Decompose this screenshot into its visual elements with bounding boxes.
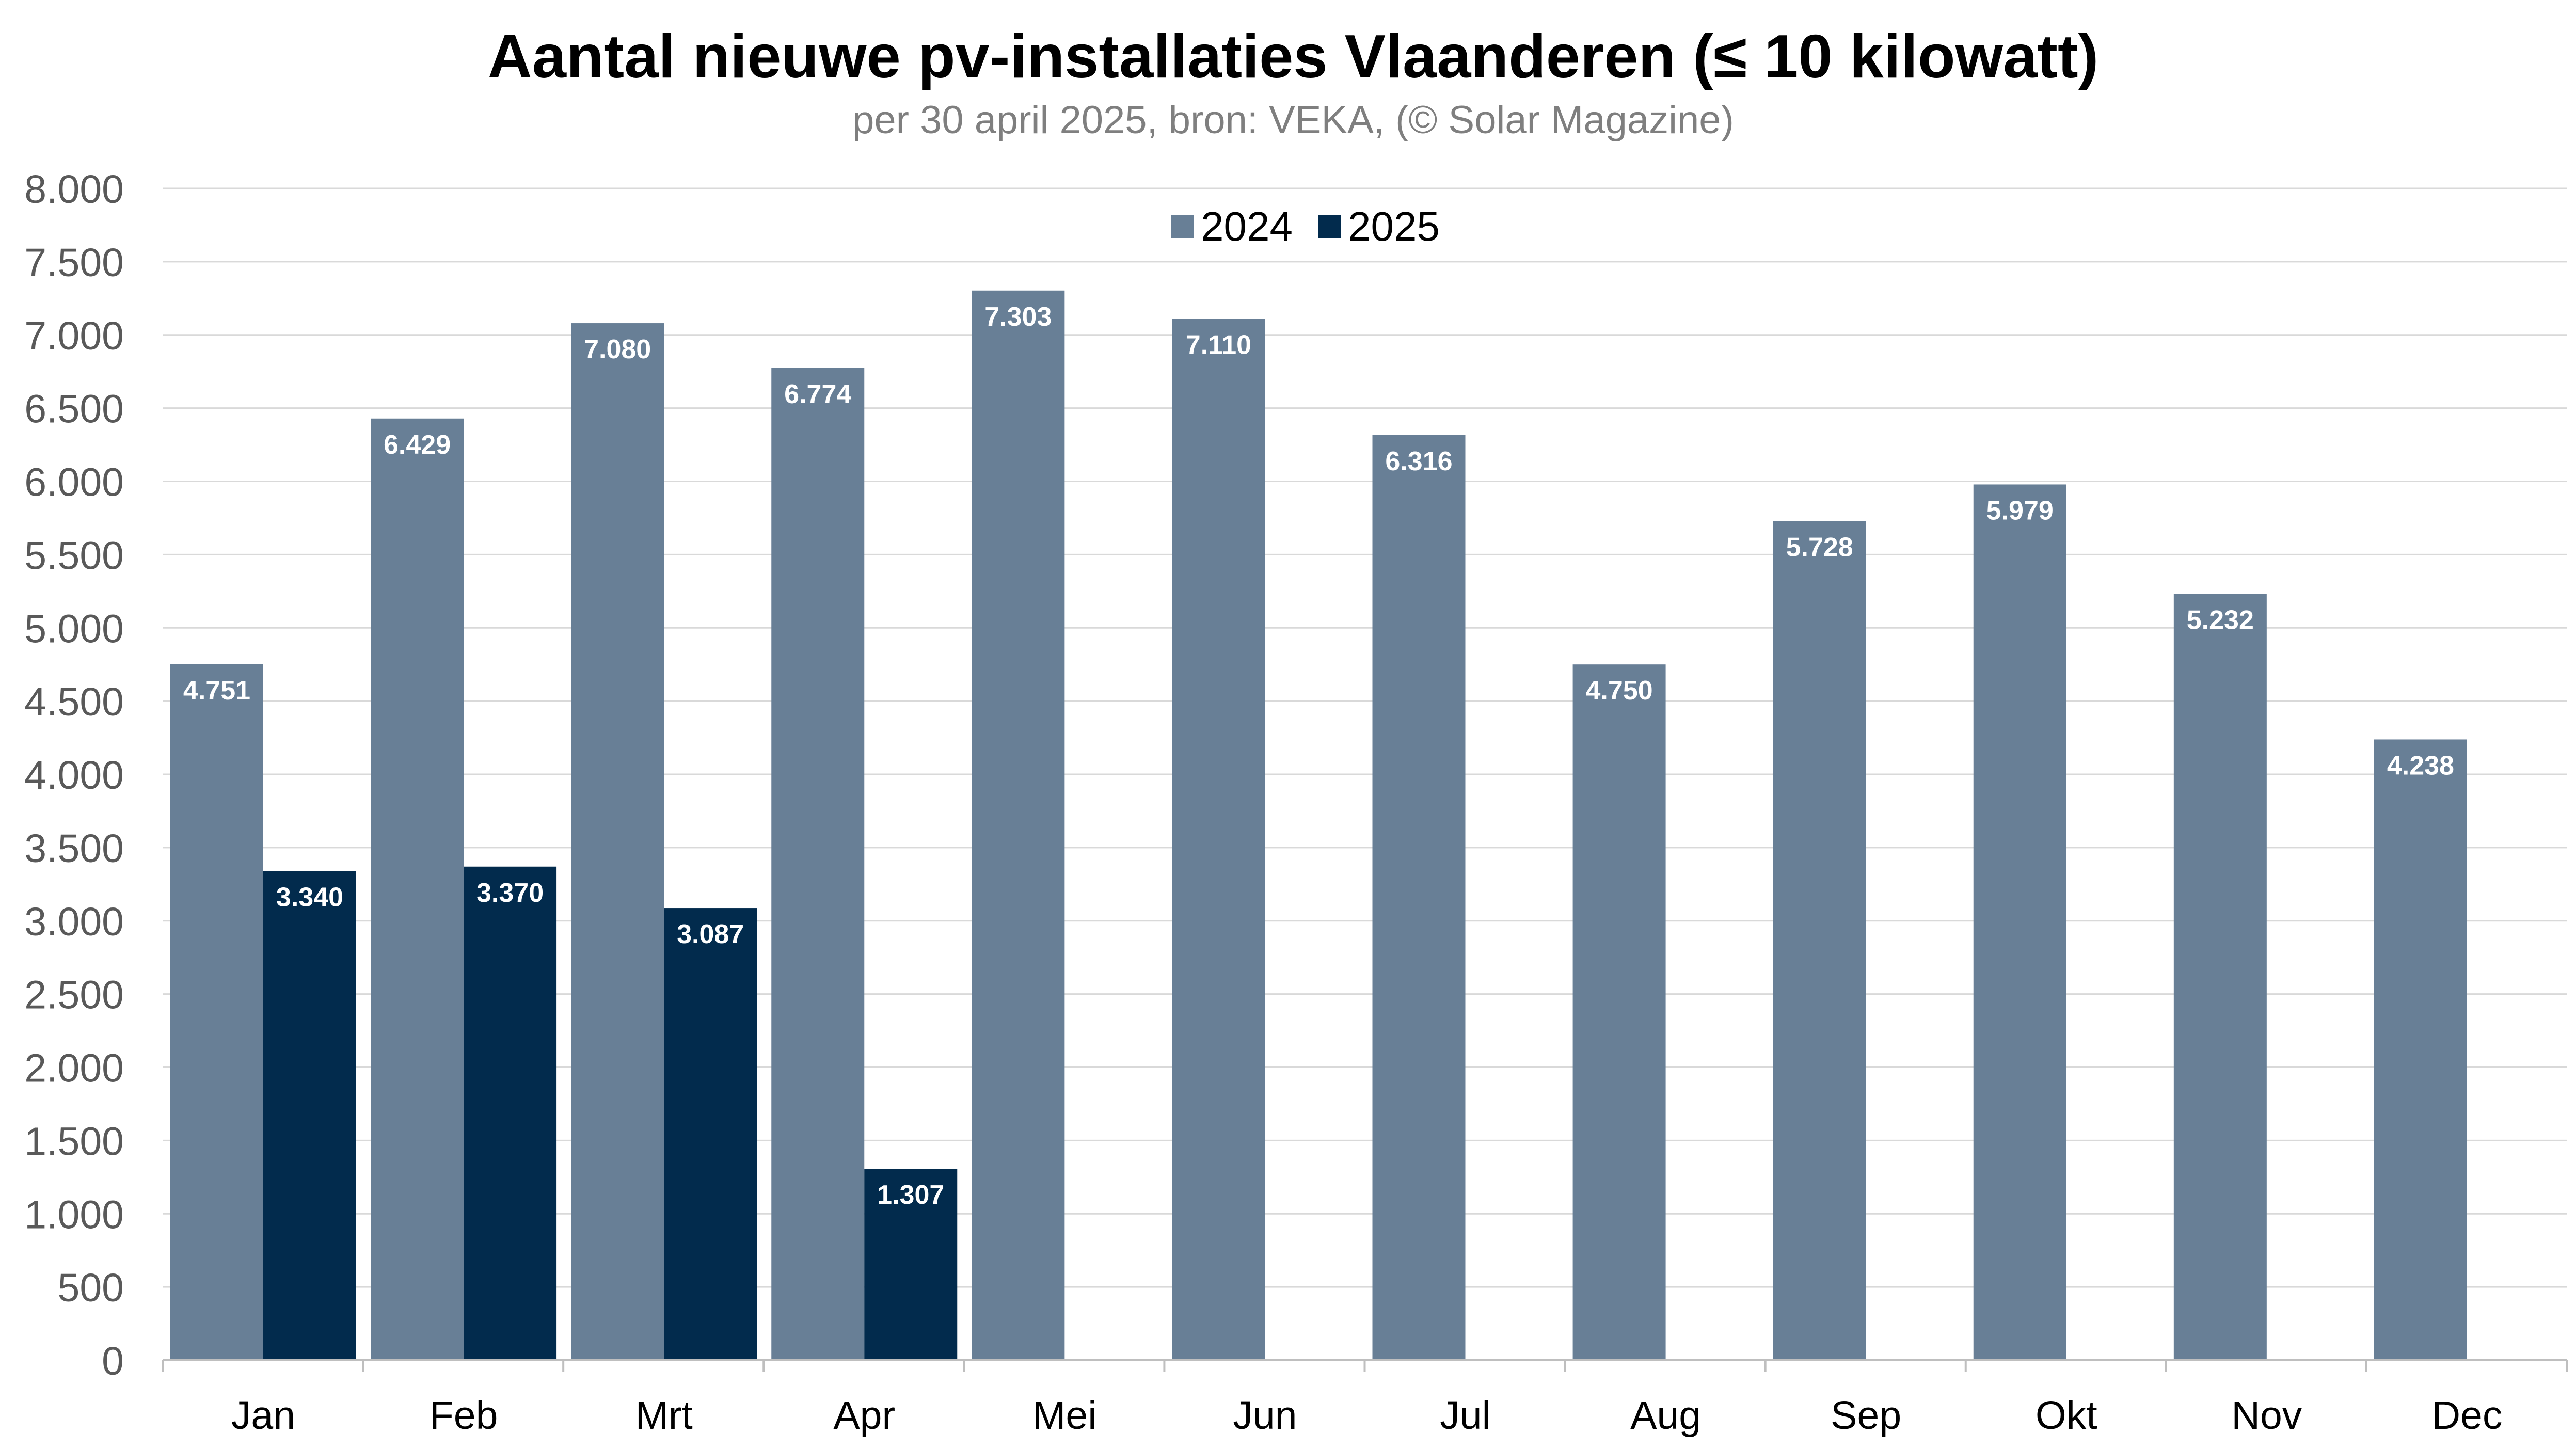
y-axis-tick-labels: 0 500 1.000 1.500 2.000 2.500 3.000 3.500 4.000 4… (24, 167, 124, 1383)
x-tick-label-feb: Feb (430, 1393, 498, 1438)
y-tick-label: 2.500 (24, 973, 124, 1017)
x-tick-label-jun: Jun (1233, 1393, 1297, 1438)
bar-2024-mrt (571, 323, 664, 1360)
x-tick-label-dec: Dec (2431, 1393, 2502, 1438)
data-label-2024-apr: 6.774 (784, 379, 851, 409)
data-label-2025-mrt: 3.087 (677, 919, 744, 949)
y-tick-label: 4.000 (24, 753, 124, 798)
y-tick-label: 6.500 (24, 387, 124, 432)
data-label-2024-okt: 5.979 (1986, 496, 2054, 526)
y-tick-label: 1.500 (24, 1119, 124, 1164)
x-tick-label-mrt: Mrt (635, 1393, 693, 1438)
x-tick-label-nov: Nov (2231, 1393, 2302, 1438)
y-tick-label: 500 (58, 1266, 124, 1310)
x-axis (162, 1359, 2568, 1372)
legend-swatch-2024 (1171, 215, 1194, 238)
data-label-2024-jun: 7.110 (1186, 330, 1251, 360)
y-tick-label: 2.000 (24, 1046, 124, 1091)
bar-2024-dec (2374, 739, 2467, 1360)
gridlines (163, 187, 2567, 1288)
y-tick-label: 5.000 (24, 607, 124, 651)
bar-2024-mei (972, 290, 1065, 1361)
data-label-2025-feb: 3.370 (476, 878, 544, 908)
y-tick-label: 4.500 (24, 680, 124, 724)
x-tick-label-jan: Jan (231, 1393, 295, 1438)
data-label-2024-sep: 5.728 (1786, 533, 1853, 563)
chart-title: Aantal nieuwe pv-installaties Vlaanderen… (488, 22, 2099, 91)
x-tick-label-mei: Mei (1032, 1393, 1096, 1438)
bar-2024-sep (1773, 521, 1866, 1361)
data-label-2025-jan: 3.340 (276, 882, 343, 912)
x-tick-label-jul: Jul (1440, 1393, 1490, 1438)
bar-2024-okt (1973, 484, 2066, 1360)
y-tick-label: 7.500 (24, 241, 124, 285)
bar-2025-mrt (664, 908, 757, 1360)
data-label-2024-mrt: 7.080 (584, 335, 651, 364)
y-tick-label: 1.000 (24, 1192, 124, 1237)
data-label-2024-dec: 4.238 (2387, 751, 2454, 781)
y-tick-label: 0 (102, 1339, 124, 1383)
bar-2024-jan (170, 664, 263, 1360)
x-tick-label-okt: Okt (2036, 1393, 2097, 1438)
bar-2024-nov (2173, 594, 2267, 1360)
legend: 2024 2025 (1171, 203, 1440, 249)
data-label-2024-jul: 6.316 (1385, 447, 1452, 476)
bar-2025-jan (263, 871, 356, 1360)
y-tick-label: 6.000 (24, 460, 124, 505)
data-label-2024-feb: 6.429 (384, 430, 451, 460)
x-tick-label-sep: Sep (1831, 1393, 1901, 1438)
y-tick-label: 7.000 (24, 314, 124, 358)
data-label-2024-nov: 5.232 (2187, 605, 2254, 635)
bar-2024-aug (1572, 664, 1666, 1360)
y-tick-label: 3.500 (24, 826, 124, 871)
bars (170, 290, 2467, 1361)
bar-2024-jun (1172, 319, 1265, 1360)
bar-2024-apr (771, 368, 865, 1361)
bar-2024-feb (371, 418, 464, 1360)
data-label-2025-apr: 1.307 (877, 1180, 944, 1210)
legend-label-2024: 2024 (1201, 203, 1293, 249)
x-tick-label-aug: Aug (1630, 1393, 1701, 1438)
data-labels: 4.751 6.429 7.080 6.774 7.303 7.110 6.316 4.750… (183, 302, 2454, 1210)
data-label-2024-aug: 4.750 (1586, 676, 1653, 706)
bar-2024-jul (1372, 435, 1466, 1361)
x-tick-label-apr: Apr (833, 1393, 895, 1438)
bar-2025-apr (864, 1169, 958, 1360)
x-axis-tick-labels: Jan Feb Mrt Apr Mei Jun Jul Aug Sep Okt Nov Dec (231, 1393, 2502, 1438)
legend-swatch-2025 (1318, 215, 1341, 238)
data-label-2024-jan: 4.751 (183, 676, 250, 706)
bar-2025-feb (464, 866, 557, 1360)
y-tick-label: 5.500 (24, 533, 124, 578)
y-tick-label: 8.000 (24, 167, 124, 212)
data-label-2024-mei: 7.303 (984, 302, 1052, 332)
chart-subtitle: per 30 april 2025, bron: VEKA, (© Solar … (852, 98, 1734, 142)
legend-label-2025: 2025 (1348, 203, 1440, 249)
y-tick-label: 3.000 (24, 900, 124, 944)
